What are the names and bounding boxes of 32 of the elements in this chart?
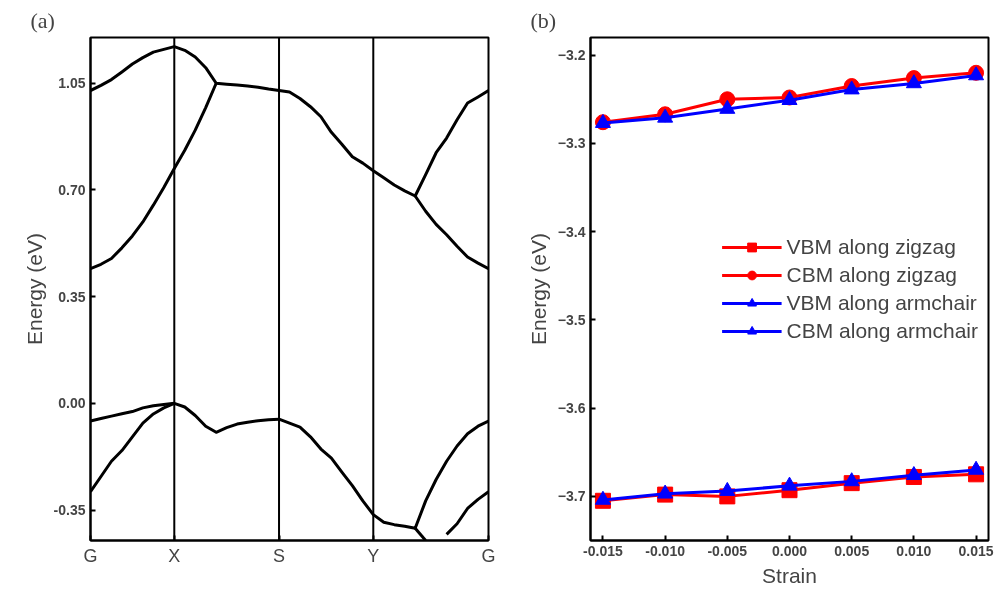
x-tick-label: -0.005	[707, 542, 748, 559]
y-tick-label: 0.35	[58, 288, 86, 305]
text: (b)	[530, 7, 557, 33]
legend-label: CBM along zigzag	[786, 262, 958, 287]
y-tick-label: 0.70	[58, 181, 86, 198]
y-tick-label: 1.05	[58, 75, 86, 92]
y-tick-label: −3.4	[557, 223, 586, 240]
y-tick-label: −3.7	[557, 488, 586, 505]
y-tick-label: −3.6	[557, 400, 586, 417]
legend-label: CBM along armchair	[786, 318, 978, 343]
y-axis-title: Energy (eV)	[22, 232, 46, 346]
x-tick-label: 0.000	[771, 542, 808, 559]
x-tick-label: S	[273, 545, 286, 566]
legend-label: VBM along armchair	[786, 290, 977, 315]
x-tick-label: -0.010	[645, 542, 686, 559]
x-tick-label: X	[168, 545, 181, 566]
y-tick-label: −3.3	[557, 135, 586, 152]
legend-label: VBM along zigzag	[786, 234, 956, 259]
x-tick-label: Y	[367, 545, 380, 566]
y-tick-label: −3.5	[557, 311, 586, 328]
y-tick-label: −3.2	[557, 47, 586, 64]
x-tick-label: G	[481, 545, 496, 566]
x-tick-label: G	[83, 545, 98, 566]
x-axis-title: Strain	[762, 563, 817, 587]
text: (a)	[30, 7, 55, 33]
x-tick-label: 0.015	[958, 542, 994, 559]
x-tick-label: 0.010	[896, 542, 932, 559]
y-tick-label: 0.00	[58, 395, 86, 412]
x-tick-label: 0.005	[834, 542, 870, 559]
x-tick-label: -0.015	[583, 542, 623, 559]
y-axis-title: Energy (eV)	[526, 232, 550, 346]
y-tick-label: -0.35	[53, 502, 86, 519]
